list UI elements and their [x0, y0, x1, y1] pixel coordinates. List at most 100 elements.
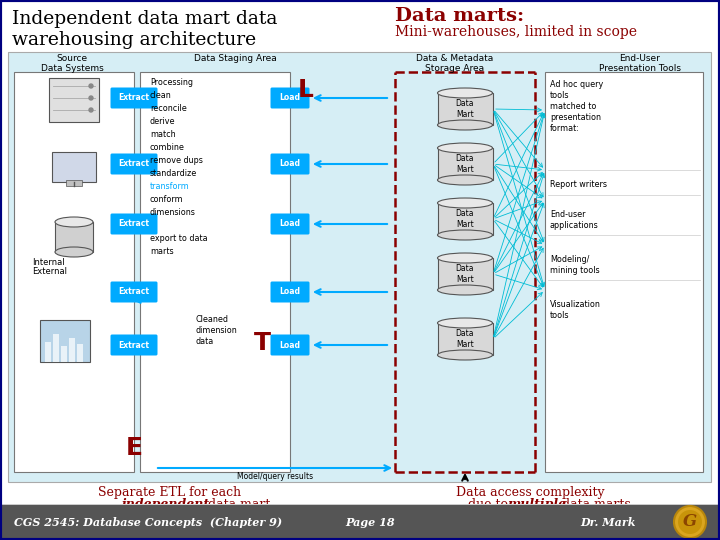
Bar [8, 52, 711, 482]
Text: Report writers: Report writers [550, 180, 607, 189]
Bar [40, 320, 90, 362]
Text: independent: independent [122, 498, 210, 511]
Circle shape [89, 96, 93, 100]
Text: Processing: Processing [150, 78, 193, 87]
Text: Data marts:: Data marts: [395, 7, 524, 25]
Text: Cleaned
dimension
data: Cleaned dimension data [195, 315, 237, 346]
Bar [49, 78, 99, 122]
Bar [438, 323, 493, 355]
Text: Data
Mart: Data Mart [456, 210, 474, 229]
Bar [438, 258, 493, 290]
Text: remove dups: remove dups [150, 156, 203, 165]
Ellipse shape [438, 253, 492, 263]
Bar [55, 222, 93, 252]
Bar [52, 152, 96, 182]
Text: Data
Mart: Data Mart [456, 99, 474, 119]
Text: Mini-warehouses, limited in scope: Mini-warehouses, limited in scope [395, 25, 637, 39]
Text: Modeling/
mining tools: Modeling/ mining tools [550, 255, 600, 275]
FancyBboxPatch shape [271, 153, 310, 174]
Ellipse shape [438, 143, 492, 153]
Ellipse shape [438, 175, 492, 185]
Text: clean: clean [150, 91, 172, 100]
Text: standardize: standardize [150, 169, 197, 178]
Text: Visualization
tools: Visualization tools [550, 300, 601, 320]
Ellipse shape [438, 285, 492, 295]
Text: G: G [683, 514, 697, 530]
Text: Extract: Extract [119, 341, 150, 349]
Text: Load: Load [279, 287, 300, 296]
Ellipse shape [438, 198, 492, 208]
Text: End-user
applications: End-user applications [550, 210, 599, 230]
Text: Load: Load [279, 219, 300, 228]
FancyBboxPatch shape [110, 281, 158, 302]
Bar [438, 203, 493, 235]
FancyBboxPatch shape [110, 153, 158, 174]
Text: CGS 2545: Database Concepts  (Chapter 9): CGS 2545: Database Concepts (Chapter 9) [14, 516, 282, 528]
Text: Data
Mart: Data Mart [456, 154, 474, 174]
FancyBboxPatch shape [110, 213, 158, 234]
Bar [438, 93, 493, 125]
FancyBboxPatch shape [271, 281, 310, 302]
Bar [0, 504, 720, 540]
FancyBboxPatch shape [110, 87, 158, 109]
Ellipse shape [55, 247, 93, 257]
Text: End-User
Presentation Tools: End-User Presentation Tools [599, 54, 681, 73]
Ellipse shape [55, 217, 93, 227]
Text: conform: conform [150, 195, 184, 204]
FancyBboxPatch shape [271, 87, 310, 109]
Bar [53, 334, 59, 362]
Bar [8, 52, 711, 482]
Text: Separate ETL for each: Separate ETL for each [99, 486, 242, 499]
Text: reconcile: reconcile [150, 104, 186, 113]
FancyBboxPatch shape [110, 334, 158, 355]
Text: Model/query results: Model/query results [237, 472, 313, 481]
Text: External: External [32, 267, 67, 276]
Text: Load: Load [279, 341, 300, 349]
Text: Source
Data Systems: Source Data Systems [40, 54, 104, 73]
FancyBboxPatch shape [271, 213, 310, 234]
Text: transform: transform [150, 182, 190, 191]
Circle shape [89, 108, 93, 112]
Text: Data Staging Area: Data Staging Area [194, 54, 276, 63]
Bar [140, 72, 290, 472]
Text: match: match [150, 130, 176, 139]
Text: Load: Load [279, 159, 300, 168]
Text: dimensions: dimensions [150, 208, 196, 217]
Ellipse shape [438, 120, 492, 130]
Bar [69, 338, 75, 362]
Ellipse shape [438, 318, 492, 328]
Bar [545, 72, 703, 472]
Bar [438, 148, 493, 180]
Text: export to data: export to data [150, 234, 207, 243]
Bar [77, 344, 83, 362]
Text: data mart: data mart [204, 498, 271, 511]
Bar [61, 346, 67, 362]
Text: Load: Load [279, 93, 300, 103]
Text: T: T [253, 331, 271, 355]
Text: due to: due to [468, 498, 512, 511]
Ellipse shape [438, 88, 492, 98]
Text: Page 18: Page 18 [345, 516, 395, 528]
Text: multiple: multiple [507, 498, 566, 511]
Ellipse shape [438, 230, 492, 240]
FancyBboxPatch shape [271, 334, 310, 355]
Text: Extract: Extract [119, 159, 150, 168]
Text: Extract: Extract [119, 219, 150, 228]
Bar [66, 180, 82, 186]
Text: Independent data mart data
warehousing architecture: Independent data mart data warehousing a… [12, 10, 277, 49]
Circle shape [674, 506, 706, 538]
Circle shape [89, 84, 93, 88]
Ellipse shape [438, 350, 492, 360]
Text: Dr. Mark: Dr. Mark [580, 516, 636, 528]
Text: derive: derive [150, 117, 176, 126]
Text: data marts: data marts [558, 498, 631, 511]
Text: Data access complexity: Data access complexity [456, 486, 604, 499]
Circle shape [678, 510, 702, 534]
Text: Internal: Internal [32, 258, 65, 267]
Text: Extract: Extract [119, 287, 150, 296]
Text: Data & Metadata
Storage Area: Data & Metadata Storage Area [416, 54, 494, 73]
Bar [14, 72, 134, 472]
Text: marts: marts [150, 247, 174, 256]
Text: combine: combine [150, 143, 185, 152]
Text: Data
Mart: Data Mart [456, 329, 474, 349]
